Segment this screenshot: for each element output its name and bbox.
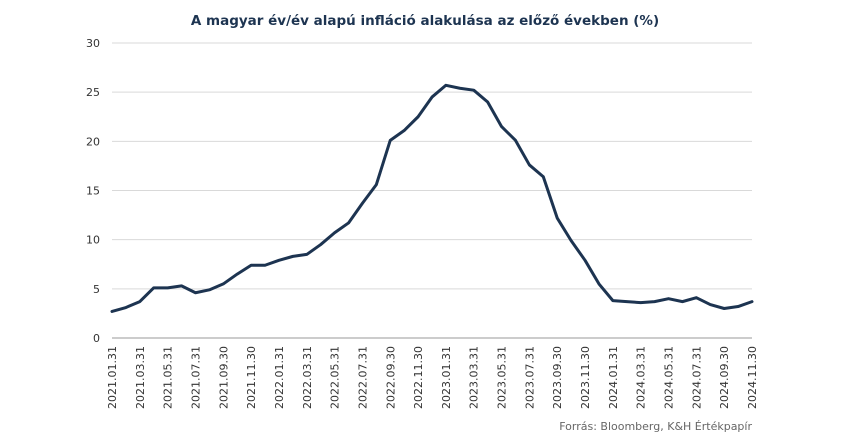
x-tick-label: 2022.11.30 <box>412 346 425 409</box>
data-point <box>444 84 448 87</box>
y-axis-ticks: 0 5 10 15 20 25 30 <box>86 37 100 345</box>
data-point <box>347 221 350 225</box>
data-point <box>208 288 211 292</box>
x-tick-label: 2021.11.30 <box>245 346 258 409</box>
data-point <box>695 296 698 299</box>
series-line <box>110 83 754 313</box>
y-tick-label: 10 <box>86 234 100 247</box>
data-point <box>597 282 601 286</box>
data-point <box>709 303 712 306</box>
data-point <box>389 139 392 142</box>
x-tick-label: 2024.05.31 <box>663 346 676 409</box>
data-point <box>291 255 295 258</box>
data-point <box>625 300 628 303</box>
y-tick-label: 5 <box>93 283 100 296</box>
x-tick-label: 2024.03.31 <box>635 346 648 409</box>
data-point <box>556 216 559 220</box>
x-tick-label: 2023.01.31 <box>440 346 453 409</box>
x-tick-label: 2024.01.31 <box>607 346 620 409</box>
data-point <box>569 239 573 242</box>
data-point <box>611 299 615 302</box>
x-tick-label: 2023.11.30 <box>579 346 592 409</box>
y-tick-label: 20 <box>86 135 100 148</box>
x-axis-ticks: 2021.01.31 2021.03.31 2021.05.31 2021.07.31… <box>106 346 759 409</box>
data-point <box>514 139 517 142</box>
series-group <box>110 83 754 313</box>
data-point <box>458 87 462 90</box>
data-point <box>653 300 656 303</box>
x-tick-label: 2022.01.31 <box>273 346 286 409</box>
data-point <box>639 301 642 304</box>
data-point <box>528 163 531 167</box>
data-point <box>430 95 434 99</box>
data-point <box>138 300 142 303</box>
data-point <box>319 243 322 246</box>
data-point <box>416 115 420 118</box>
x-tick-label: 2023.03.31 <box>468 346 481 409</box>
gridlines <box>112 42 752 290</box>
data-point <box>583 259 587 262</box>
source-note: Forrás: Bloomberg, K&H Értékpapír <box>559 420 752 433</box>
data-point <box>667 297 670 300</box>
x-tick-label: 2023.05.31 <box>496 346 509 409</box>
x-tick-label: 2022.09.30 <box>384 346 397 409</box>
x-tick-label: 2021.07.31 <box>189 346 202 409</box>
data-point <box>305 253 308 256</box>
data-point <box>542 175 545 178</box>
x-tick-label: 2022.07.31 <box>356 346 369 409</box>
data-point <box>361 202 364 205</box>
y-tick-label: 0 <box>93 332 100 345</box>
x-tick-label: 2021.01.31 <box>106 346 119 409</box>
x-tick-label: 2021.03.31 <box>134 346 147 409</box>
data-point <box>500 125 503 128</box>
x-tick-label: 2021.09.30 <box>217 346 230 409</box>
data-point <box>681 300 684 303</box>
data-point <box>375 183 378 186</box>
data-point <box>152 286 155 290</box>
x-tick-label: 2024.07.31 <box>690 346 703 409</box>
data-point <box>722 307 726 310</box>
data-point <box>124 306 128 309</box>
data-point <box>110 310 114 313</box>
data-point <box>222 282 225 286</box>
data-point <box>486 100 489 104</box>
x-tick-label: 2022.03.31 <box>301 346 314 409</box>
data-point <box>402 129 406 132</box>
data-point <box>277 259 281 262</box>
data-point <box>236 272 239 276</box>
x-tick-label: 2023.09.30 <box>551 346 564 409</box>
y-tick-label: 25 <box>86 86 100 99</box>
x-tick-label: 2022.05.31 <box>329 346 342 409</box>
data-point <box>194 291 197 294</box>
x-tick-label: 2021.05.31 <box>162 346 175 409</box>
chart-title: A magyar év/év alapú infláció alakulása … <box>191 13 659 29</box>
y-tick-label: 30 <box>86 37 100 50</box>
y-tick-label: 15 <box>86 185 100 198</box>
x-tick-label: 2024.11.30 <box>746 346 759 409</box>
x-tick-label: 2024.09.30 <box>718 346 731 409</box>
data-point <box>333 231 336 234</box>
x-tick-label: 2023.07.31 <box>523 346 536 409</box>
data-point <box>166 286 169 290</box>
data-point <box>472 89 475 92</box>
data-point <box>750 300 754 303</box>
data-point <box>180 284 183 288</box>
data-point <box>263 264 267 267</box>
data-point <box>249 264 253 267</box>
data-point <box>736 305 740 308</box>
